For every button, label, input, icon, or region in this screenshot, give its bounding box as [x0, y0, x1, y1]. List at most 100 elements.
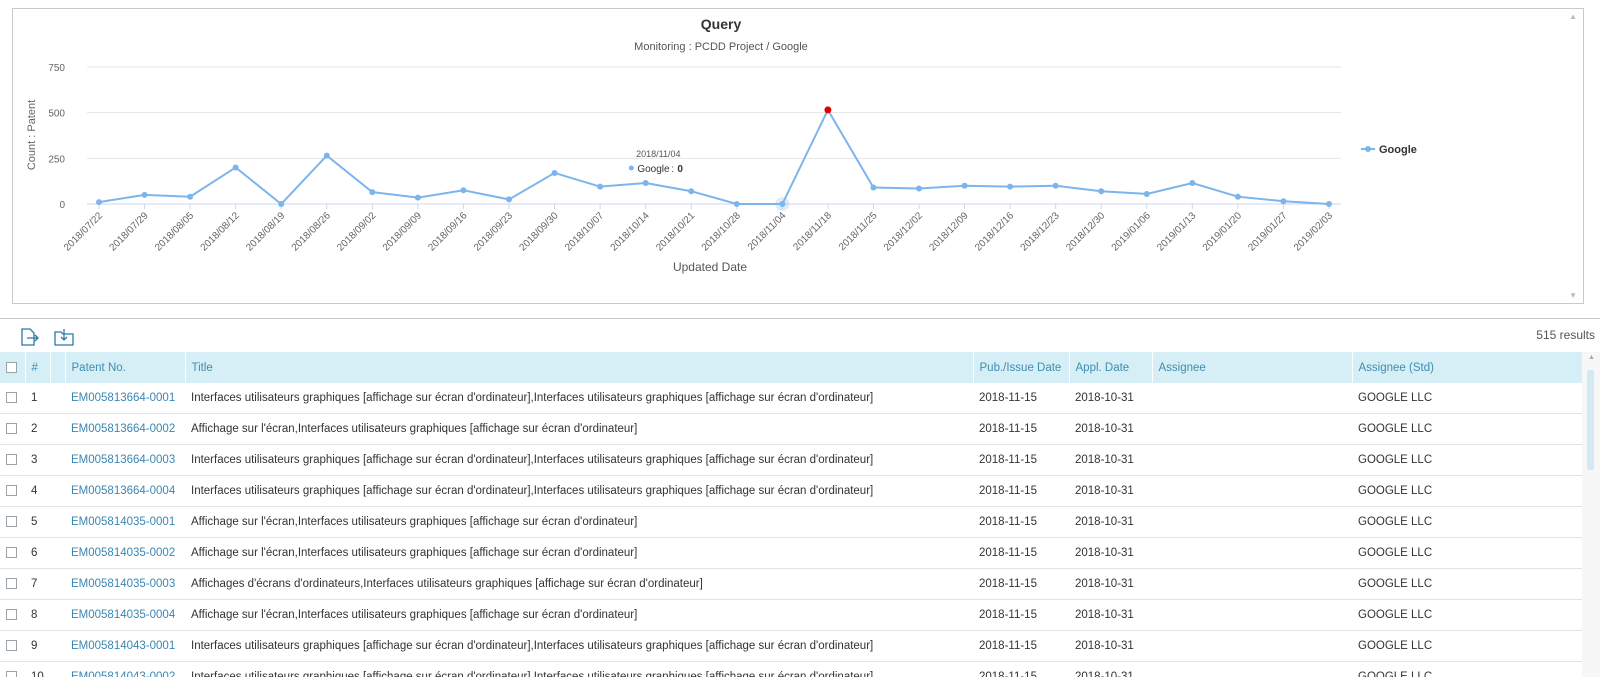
table-row[interactable]: 10 EM005814043-0002 Interfaces utilisateur…: [0, 661, 1582, 677]
scrollbar-thumb[interactable]: [1587, 370, 1594, 470]
data-point: [688, 188, 695, 195]
table-row[interactable]: 1 EM005813664-0001 Interfaces utilisateurs…: [0, 383, 1582, 414]
export-icon[interactable]: [18, 327, 40, 347]
column-header-assignee-std[interactable]: Assignee (Std): [1352, 352, 1582, 383]
legend-marker: [1365, 146, 1371, 152]
row-checkbox[interactable]: [0, 568, 25, 600]
patent-number-link[interactable]: EM005813664-0002: [71, 423, 176, 435]
table-row[interactable]: 7 EM005814035-0003 Affichages d'écrans d'o…: [0, 568, 1582, 600]
column-header-assignee[interactable]: Assignee: [1152, 352, 1353, 383]
assignee: [1152, 661, 1352, 677]
patent-number-link[interactable]: EM005813664-0003: [71, 454, 176, 466]
patent-number-cell[interactable]: EM005814035-0004: [65, 599, 185, 631]
data-point: [1189, 179, 1196, 186]
pub-date: 2018-11-15: [973, 383, 1069, 414]
x-tick-label: 2018/08/12: [199, 210, 242, 253]
data-point: [1326, 201, 1332, 207]
row-checkbox[interactable]: [0, 444, 25, 476]
data-point: [551, 169, 558, 176]
row-checkbox[interactable]: [0, 413, 25, 445]
select-all-checkbox[interactable]: [0, 352, 26, 383]
data-point: [1052, 182, 1059, 189]
row-checkbox[interactable]: [0, 506, 25, 538]
table-row[interactable]: 8 EM005814035-0004 Affichage sur l'écran,I…: [0, 599, 1582, 631]
patent-number-link[interactable]: EM005814035-0003: [71, 578, 176, 590]
row-checkbox[interactable]: [0, 599, 25, 631]
tooltip-colon: :: [671, 164, 674, 175]
row-number: 3: [25, 444, 50, 476]
table-row[interactable]: 5 EM005814035-0001 Affichage sur l'écran,I…: [0, 506, 1582, 538]
row-number: 7: [25, 568, 50, 600]
patent-number-link[interactable]: EM005813664-0004: [71, 485, 176, 497]
assignee: [1152, 413, 1352, 445]
column-header-title[interactable]: Title: [185, 352, 974, 383]
patent-number-cell[interactable]: EM005813664-0003: [65, 444, 185, 476]
patent-title: Affichage sur l'écran,Interfaces utilisa…: [185, 599, 973, 631]
patent-number-link[interactable]: EM005814035-0001: [71, 516, 176, 528]
assignee-std: GOOGLE LLC: [1352, 537, 1582, 569]
patent-number-cell[interactable]: EM005814043-0002: [65, 661, 185, 677]
data-point: [733, 201, 740, 207]
row-number: 9: [25, 630, 50, 662]
row-number: 2: [25, 413, 50, 445]
chart-scroll-up-icon[interactable]: ▲: [1569, 12, 1577, 21]
result-count: 515 results: [1536, 328, 1595, 342]
patent-number-cell[interactable]: EM005814043-0001: [65, 630, 185, 662]
scroll-up-icon[interactable]: ▲: [1588, 354, 1595, 361]
table-row[interactable]: 3 EM005813664-0003 Interfaces utilisateurs…: [0, 444, 1582, 476]
patent-title: Affichage sur l'écran,Interfaces utilisa…: [185, 413, 973, 445]
results-toolbar: 515 results: [0, 318, 1600, 349]
patent-number-link[interactable]: EM005814043-0001: [71, 640, 176, 652]
patent-number-cell[interactable]: EM005813664-0001: [65, 383, 185, 414]
data-point: [96, 199, 102, 206]
column-header-appl-date[interactable]: Appl. Date: [1069, 352, 1153, 383]
data-point: [460, 187, 467, 194]
appl-date: 2018-10-31: [1069, 537, 1152, 569]
data-point: [642, 179, 649, 186]
assignee-std: GOOGLE LLC: [1352, 568, 1582, 600]
assignee: [1152, 475, 1352, 507]
table-row[interactable]: 6 EM005814035-0002 Affichage sur l'écran,I…: [0, 537, 1582, 569]
data-point: [323, 152, 330, 159]
line-chart: Query Monitoring : PCDD Project / Google 0…: [26, 16, 1417, 274]
patent-number-link[interactable]: EM005814035-0002: [71, 547, 176, 559]
data-point: [1234, 193, 1241, 200]
patent-number-cell[interactable]: EM005813664-0002: [65, 413, 185, 445]
x-tick-label: 2018/11/04: [746, 210, 789, 253]
table-scrollbar[interactable]: ▲: [1582, 352, 1600, 677]
assignee-std: GOOGLE LLC: [1352, 506, 1582, 538]
column-header-number[interactable]: #: [25, 352, 51, 383]
pub-date: 2018-11-15: [973, 661, 1069, 677]
row-checkbox[interactable]: [0, 537, 25, 569]
table-row[interactable]: 4 EM005813664-0004 Interfaces utilisateurs…: [0, 475, 1582, 507]
patent-number-cell[interactable]: EM005814035-0001: [65, 506, 185, 538]
table-row[interactable]: 9 EM005814043-0001 Interfaces utilisateurs…: [0, 630, 1582, 662]
patent-number-link[interactable]: EM005814035-0004: [71, 609, 176, 621]
patent-number-cell[interactable]: EM005814035-0003: [65, 568, 185, 600]
x-tick-label: 2018/07/29: [107, 210, 150, 253]
patent-number-cell[interactable]: EM005813664-0004: [65, 475, 185, 507]
patent-number-link[interactable]: EM005813664-0001: [71, 392, 176, 404]
patent-title: Interfaces utilisateurs graphiques [affi…: [185, 383, 973, 414]
x-tick-label: 2019/02/03: [1292, 210, 1335, 253]
column-header-patent-no[interactable]: Patent No.: [65, 352, 186, 383]
row-spacer: [50, 537, 65, 569]
row-checkbox[interactable]: [0, 475, 25, 507]
table-row[interactable]: 2 EM005813664-0002 Affichage sur l'écran,I…: [0, 413, 1582, 445]
save-to-folder-icon[interactable]: [53, 327, 75, 347]
patent-number-link[interactable]: EM005814043-0002: [71, 671, 176, 677]
row-checkbox[interactable]: [0, 630, 25, 662]
pub-date: 2018-11-15: [973, 506, 1069, 538]
table-body: 1 EM005813664-0001 Interfaces utilisateurs…: [0, 383, 1582, 677]
row-checkbox[interactable]: [0, 383, 25, 414]
chart-scroll-down-icon[interactable]: ▼: [1569, 291, 1577, 300]
assignee: [1152, 537, 1352, 569]
assignee: [1152, 506, 1352, 538]
chart-panel: Query Monitoring : PCDD Project / Google 0…: [12, 8, 1584, 304]
patent-number-cell[interactable]: EM005814035-0002: [65, 537, 185, 569]
row-checkbox[interactable]: [0, 661, 25, 677]
x-tick-label: 2019/01/13: [1155, 210, 1198, 253]
assignee-std: GOOGLE LLC: [1352, 475, 1582, 507]
column-header-pub-date[interactable]: Pub./Issue Date: [973, 352, 1070, 383]
x-tick-label: 2018/09/09: [381, 210, 424, 253]
